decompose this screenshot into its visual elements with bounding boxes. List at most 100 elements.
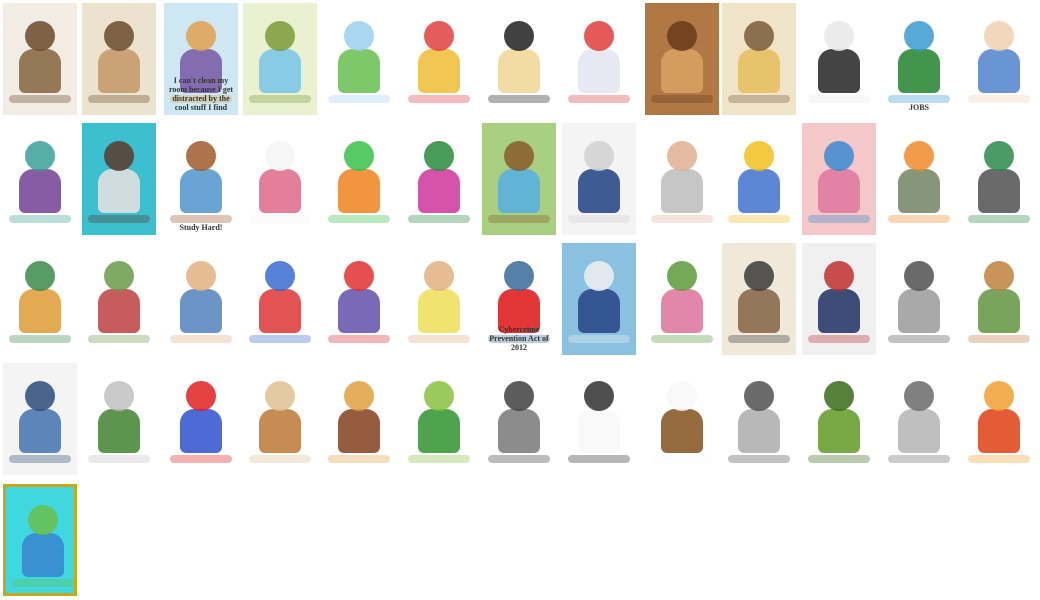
gallery-thumbnail[interactable] [82, 123, 156, 235]
gallery-thumbnail[interactable] [722, 363, 796, 475]
gallery-thumbnail[interactable]: Study Hard! [164, 123, 238, 235]
gallery-thumbnail[interactable] [322, 3, 396, 115]
thumbnail-caption: I can't clean my room because I get dist… [168, 76, 234, 112]
goat-cartoon [882, 363, 956, 475]
mother-child-cartoon [645, 243, 719, 355]
gallery-thumbnail[interactable] [562, 3, 636, 115]
kitchen-comic [722, 3, 796, 115]
gallery-thumbnail[interactable] [882, 363, 956, 475]
gallery-thumbnail[interactable] [322, 363, 396, 475]
green-eyed-cat-cartoon [322, 123, 396, 235]
shopping-cart-comic [802, 243, 876, 355]
gallery-thumbnail[interactable] [243, 363, 317, 475]
gun-shop-comic [722, 243, 796, 355]
gallery-thumbnail[interactable] [482, 3, 556, 115]
gallery-thumbnail[interactable] [645, 363, 719, 475]
door-visitor-cartoon [3, 243, 77, 355]
gallery-thumbnail[interactable] [645, 123, 719, 235]
study-hard-cartoon [164, 123, 238, 235]
gallery-thumbnail[interactable] [3, 484, 77, 596]
monkey-cartoon [243, 363, 317, 475]
burglar-cartoon [802, 3, 876, 115]
street-scene-comic [962, 243, 1036, 355]
gallery-thumbnail[interactable] [882, 123, 956, 235]
kids-fighting-cartoon [402, 3, 476, 115]
businessmen-cartoon [82, 363, 156, 475]
woman-no-sound-cartoon [322, 243, 396, 355]
gallery-thumbnail[interactable] [402, 363, 476, 475]
election-comic [562, 123, 636, 235]
gallery-thumbnail[interactable] [3, 123, 77, 235]
gallery-thumbnail[interactable] [82, 3, 156, 115]
gallery-thumbnail[interactable] [322, 123, 396, 235]
gallery-thumbnail[interactable] [645, 3, 719, 115]
gallery-thumbnail[interactable] [802, 363, 876, 475]
computer-user-cartoon [164, 363, 238, 475]
gallery-thumbnail[interactable] [962, 3, 1036, 115]
gallery-thumbnail[interactable] [3, 243, 77, 355]
gallery-thumbnail[interactable] [82, 363, 156, 475]
jobs-board-cartoon [882, 3, 956, 115]
gallery-thumbnail[interactable] [802, 3, 876, 115]
gallery-thumbnail[interactable] [3, 3, 77, 115]
messy-room-comic [164, 3, 238, 115]
praying-child-cartoon [482, 3, 556, 115]
gallery-thumbnail[interactable] [645, 243, 719, 355]
gallery-thumbnail[interactable] [402, 123, 476, 235]
gallery-thumbnail[interactable] [882, 243, 956, 355]
gallery-thumbnail[interactable] [243, 243, 317, 355]
gallery-thumbnail[interactable] [562, 123, 636, 235]
gallery-thumbnail[interactable]: JOBS [882, 3, 956, 115]
gallery-thumbnail[interactable] [243, 123, 317, 235]
two-men-cartoon [164, 243, 238, 355]
gallery-thumbnail[interactable]: Cybercrime Prevention Act of 2012 [482, 243, 556, 355]
gallery-thumbnail[interactable] [962, 243, 1036, 355]
gallery-thumbnail[interactable] [3, 363, 77, 475]
wolf-cartoon [482, 363, 556, 475]
gallery-thumbnail[interactable] [402, 3, 476, 115]
gallery-thumbnail[interactable] [562, 363, 636, 475]
gallery-thumbnail[interactable] [164, 363, 238, 475]
ghost-scare-cartoon [562, 3, 636, 115]
thumbnail-caption: Cybercrime Prevention Act of 2012 [489, 325, 549, 352]
gallery-thumbnail[interactable] [164, 243, 238, 355]
mother-reading-cartoon [3, 123, 77, 235]
gallery-thumbnail[interactable] [722, 243, 796, 355]
girl-with-vet-cartoon [243, 123, 317, 235]
gallery-thumbnail[interactable] [802, 123, 876, 235]
pregnant-couple-comic [402, 243, 476, 355]
gallery-thumbnail[interactable] [243, 3, 317, 115]
grandma-scolding-cartoon [962, 3, 1036, 115]
turkey-cartoon [322, 363, 396, 475]
globe-children-poster [6, 487, 74, 593]
gallery-thumbnail[interactable] [402, 243, 476, 355]
garbage-can-cartoon [962, 123, 1036, 235]
gallery-thumbnail[interactable] [482, 123, 556, 235]
recycling-bins-cartoon [882, 123, 956, 235]
gallery-thumbnail[interactable] [722, 123, 796, 235]
cow-cartoon [562, 363, 636, 475]
sleeping-baby-cartoon [722, 123, 796, 235]
rhino-cartoon [882, 243, 956, 355]
mouse-cartoon [722, 363, 796, 475]
old-farmer-cartoon [3, 3, 77, 115]
gallery-thumbnail[interactable] [562, 243, 636, 355]
gallery-thumbnail[interactable] [322, 243, 396, 355]
girl-watering-flowers [402, 123, 476, 235]
grandma-hug-cartoon [802, 123, 876, 235]
chicken-cartoon [962, 363, 1036, 475]
gallery-thumbnail[interactable] [802, 243, 876, 355]
gallery-thumbnail[interactable] [962, 123, 1036, 235]
gallery-thumbnail[interactable] [962, 363, 1036, 475]
bearded-elder-cartoon [82, 3, 156, 115]
cybercrime-poster [482, 243, 556, 355]
kids-play-cartoon [243, 243, 317, 355]
gallery-thumbnail[interactable]: I can't clean my room because I get dist… [164, 3, 238, 115]
gallery-thumbnail[interactable] [482, 363, 556, 475]
political-comic [562, 243, 636, 355]
lumberjack-cartoon [482, 123, 556, 235]
gallery-thumbnail[interactable] [82, 243, 156, 355]
gallery-thumbnail[interactable] [722, 3, 796, 115]
turtle-cartoon [402, 363, 476, 475]
